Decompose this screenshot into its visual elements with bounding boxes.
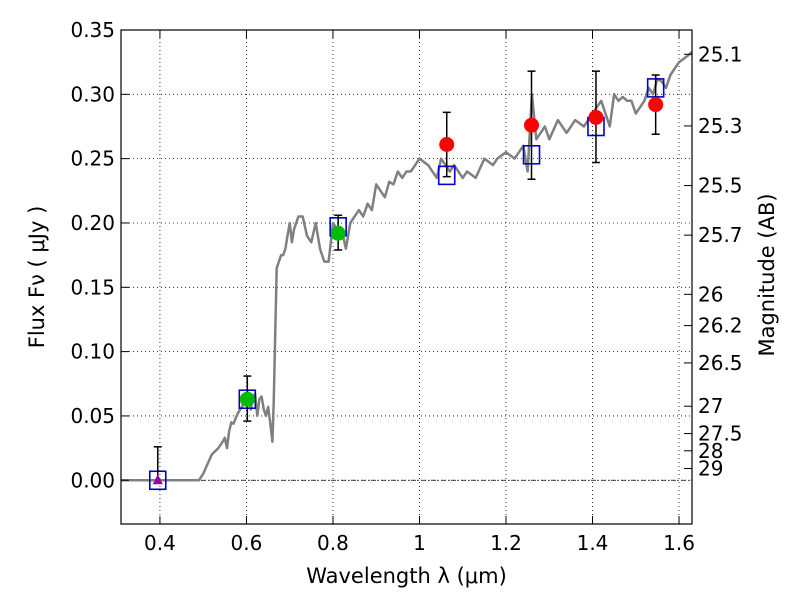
x-axis-title: Wavelength λ (μm) bbox=[306, 564, 507, 588]
y-tick-label: 0.10 bbox=[70, 340, 115, 364]
observed-flux-upper-limit bbox=[152, 474, 163, 485]
plot-frame bbox=[120, 29, 693, 525]
y-axis-title: Flux Fν ( μJy ) bbox=[25, 206, 49, 349]
y-tick-label: 0.00 bbox=[70, 468, 115, 492]
observed-flux-point bbox=[439, 136, 455, 152]
mag-tick-label: 26.5 bbox=[698, 351, 743, 375]
mag-tick-label: 29 bbox=[698, 457, 723, 481]
y-tick-label: 0.25 bbox=[70, 147, 115, 171]
mag-tick-label: 25.3 bbox=[698, 114, 743, 138]
observed-flux-point bbox=[524, 117, 540, 133]
mag-tick-label: 25.7 bbox=[698, 223, 743, 247]
observed-flux-point bbox=[330, 225, 346, 241]
mag-tick-label: 25.1 bbox=[698, 42, 743, 66]
x-tick-label: 0.8 bbox=[317, 531, 349, 555]
observed-flux-point bbox=[588, 109, 604, 125]
mag-tick-label: 27 bbox=[698, 394, 723, 418]
y-tick-label: 0.35 bbox=[70, 18, 115, 42]
y-tick-label: 0.15 bbox=[70, 275, 115, 299]
axis-ticks bbox=[121, 29, 692, 524]
x-tick-label: 1.6 bbox=[663, 531, 695, 555]
mag-tick-label: 28 bbox=[698, 439, 723, 463]
x-tick-label: 1 bbox=[413, 531, 426, 555]
y-tick-label: 0.20 bbox=[70, 211, 115, 235]
right-axis-title: Magnitude (AB) bbox=[755, 193, 779, 356]
x-tick-label: 1.2 bbox=[490, 531, 522, 555]
mag-tick-label: 26.2 bbox=[698, 314, 743, 338]
y-tick-label: 0.30 bbox=[70, 82, 115, 106]
mag-tick-label: 27.5 bbox=[698, 422, 743, 446]
mag-tick-label: 26 bbox=[698, 282, 723, 306]
tick-labels: 0.4 0.6 0.8 1 1.2 1.4 1.6 0.00 0.05 0.10 0.15 0.20 0… bbox=[70, 18, 742, 555]
x-tick-label: 0.4 bbox=[144, 531, 176, 555]
observed-flux-point bbox=[648, 97, 664, 113]
mag-tick-label: 25.5 bbox=[698, 174, 743, 198]
x-tick-label: 0.6 bbox=[231, 531, 263, 555]
observed-flux-point bbox=[239, 391, 255, 407]
observed-flux-points bbox=[152, 97, 664, 485]
x-tick-label: 1.4 bbox=[577, 531, 609, 555]
y-tick-label: 0.05 bbox=[70, 404, 115, 428]
